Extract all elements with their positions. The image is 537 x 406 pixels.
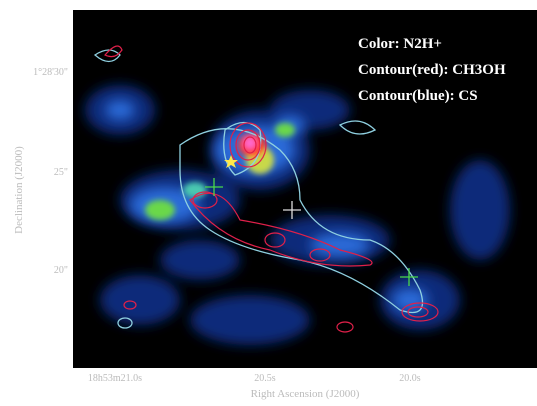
x-axis-title: Right Ascension (J2000) [251,388,360,400]
y-tick-label: 1°28'30" [33,67,68,78]
x-tick-label: 20.0s [399,373,421,384]
legend-color: Color: N2H+ [358,36,442,52]
legend-contour-blue: Contour(blue): CS [358,88,478,104]
figure: Color: N2H+ Contour(red): CH3OH Contour(… [0,0,537,401]
y-axis-title: Declination (J2000) [13,146,25,234]
x-tick-label: 20.5s [254,373,276,384]
x-tick-label: 18h53m21.0s [88,373,142,384]
y-tick-label: 20" [54,265,68,276]
legend-contour-red: Contour(red): CH3OH [358,62,506,78]
y-tick-label: 25" [54,167,68,178]
